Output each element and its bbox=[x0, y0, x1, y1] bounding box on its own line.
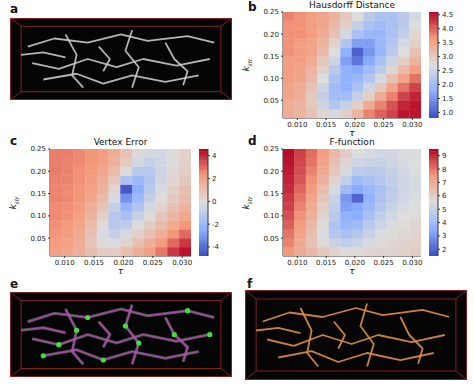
svg-text:0.030: 0.030 bbox=[402, 121, 422, 129]
html-text:d: d bbox=[248, 134, 257, 148]
html-text:a: a bbox=[10, 2, 19, 16]
html-text:F-function: F-function bbox=[329, 137, 375, 147]
svg-text:0.025: 0.025 bbox=[374, 121, 394, 129]
svg-text:0.010: 0.010 bbox=[287, 121, 307, 129]
svg-text:0: 0 bbox=[212, 198, 216, 206]
html-text:τ: τ bbox=[349, 128, 355, 138]
svg-text:0.10: 0.10 bbox=[30, 212, 46, 220]
svg-text:4.0: 4.0 bbox=[442, 25, 453, 33]
svg-text:1.5: 1.5 bbox=[442, 95, 453, 103]
html-text:b: b bbox=[248, 0, 257, 14]
svg-text:2: 2 bbox=[212, 175, 216, 183]
svg-text:0.15: 0.15 bbox=[263, 190, 279, 198]
html-text:Vertex Error: Vertex Error bbox=[93, 137, 148, 147]
svg-text:4: 4 bbox=[442, 219, 447, 227]
svg-text:3.5: 3.5 bbox=[442, 39, 453, 47]
svg-text:0.030: 0.030 bbox=[402, 259, 422, 267]
svg-text:4: 4 bbox=[212, 152, 217, 160]
svg-text:0.20: 0.20 bbox=[263, 168, 279, 176]
svg-text:2.0: 2.0 bbox=[442, 81, 453, 89]
html-text:τ: τ bbox=[349, 266, 355, 276]
svg-text:1.0: 1.0 bbox=[442, 109, 453, 117]
svg-text:3.0: 3.0 bbox=[442, 53, 453, 61]
svg-text:0.05: 0.05 bbox=[263, 97, 279, 105]
svg-text:0.015: 0.015 bbox=[84, 259, 104, 267]
html-text:str: str bbox=[245, 58, 253, 67]
html-text:Hausdorff Distance: Hausdorff Distance bbox=[309, 0, 395, 10]
svg-text:0.020: 0.020 bbox=[345, 121, 365, 129]
svg-text:6: 6 bbox=[442, 192, 447, 200]
svg-text:0.25: 0.25 bbox=[30, 145, 46, 153]
svg-text:0.015: 0.015 bbox=[316, 259, 336, 267]
svg-text:0.25: 0.25 bbox=[263, 8, 279, 16]
svg-text:2: 2 bbox=[442, 246, 446, 254]
html-text:f: f bbox=[247, 277, 253, 291]
svg-text:0.10: 0.10 bbox=[263, 212, 279, 220]
html-text:str: str bbox=[12, 195, 20, 204]
svg-text:0.05: 0.05 bbox=[30, 235, 46, 243]
html-text:k: k bbox=[8, 203, 18, 210]
svg-text:-2: -2 bbox=[212, 221, 219, 229]
svg-text:0.15: 0.15 bbox=[30, 190, 46, 198]
svg-text:7: 7 bbox=[442, 179, 446, 187]
svg-text:2.5: 2.5 bbox=[442, 67, 453, 75]
svg-text:0.20: 0.20 bbox=[30, 168, 46, 176]
svg-text:0.025: 0.025 bbox=[143, 259, 163, 267]
svg-text:0.15: 0.15 bbox=[263, 53, 279, 61]
svg-text:4.5: 4.5 bbox=[442, 11, 453, 19]
svg-text:0.010: 0.010 bbox=[287, 259, 307, 267]
html-text:k: k bbox=[241, 203, 251, 210]
svg-text:0.020: 0.020 bbox=[113, 259, 133, 267]
html-text:e: e bbox=[10, 277, 19, 291]
svg-text:0.010: 0.010 bbox=[55, 259, 75, 267]
svg-text:0.020: 0.020 bbox=[345, 259, 365, 267]
html-text:str: str bbox=[245, 195, 253, 204]
html-text:τ: τ bbox=[117, 266, 124, 276]
svg-text:0.015: 0.015 bbox=[316, 121, 336, 129]
svg-text:0.05: 0.05 bbox=[263, 235, 279, 243]
html-text:c: c bbox=[10, 134, 18, 148]
svg-text:5: 5 bbox=[442, 206, 446, 214]
svg-text:0.025: 0.025 bbox=[374, 259, 394, 267]
html-text:k: k bbox=[241, 66, 251, 72]
svg-text:0.10: 0.10 bbox=[263, 75, 279, 83]
svg-text:0.25: 0.25 bbox=[263, 145, 279, 153]
svg-text:3: 3 bbox=[442, 232, 446, 240]
svg-text:8: 8 bbox=[442, 166, 446, 174]
svg-text:0.030: 0.030 bbox=[172, 259, 192, 267]
svg-text:9: 9 bbox=[442, 152, 446, 160]
svg-text:-4: -4 bbox=[212, 243, 220, 251]
svg-text:0.20: 0.20 bbox=[263, 31, 279, 39]
